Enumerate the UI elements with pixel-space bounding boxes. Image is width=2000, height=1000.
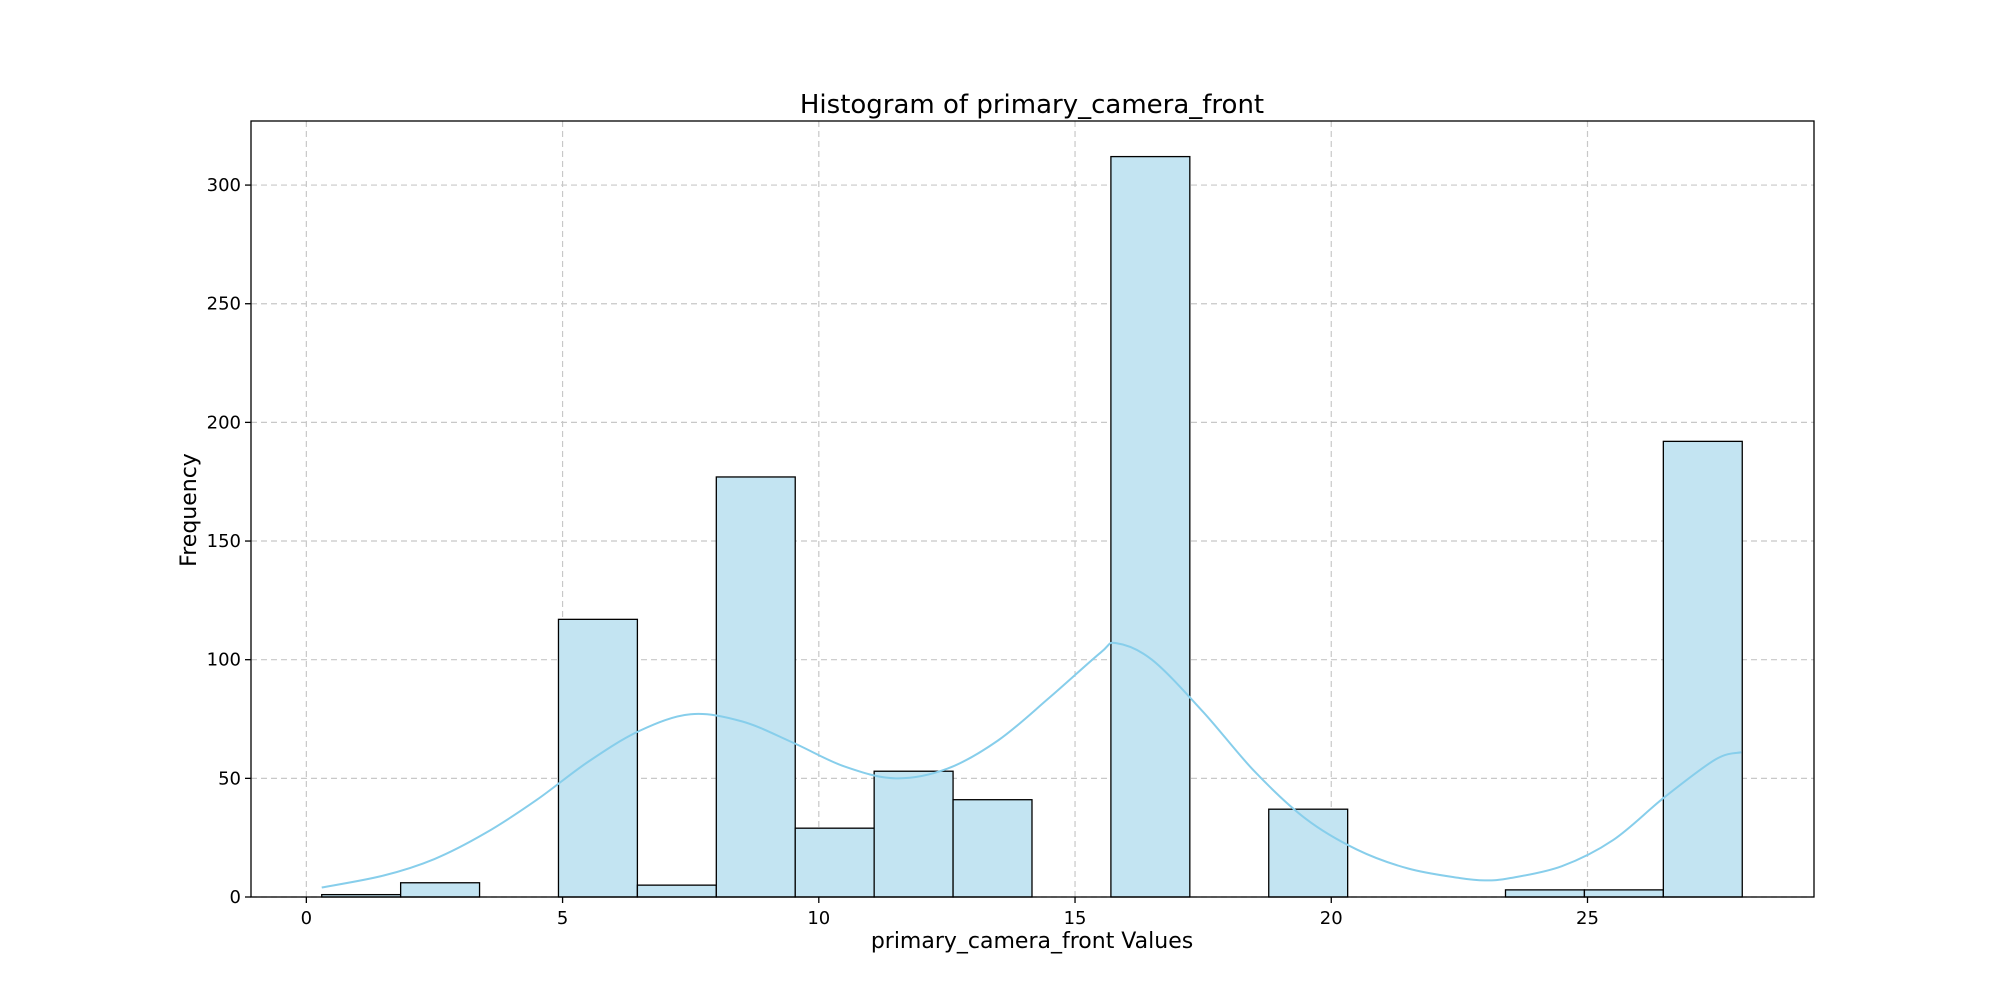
x-tick-label: 20 (1320, 908, 1343, 929)
y-tick-label: 0 (230, 887, 241, 908)
x-tick-label: 25 (1576, 908, 1599, 929)
y-tick-label: 150 (207, 531, 241, 552)
x-axis-label: primary_camera_front Values (871, 929, 1193, 954)
x-tick-label: 0 (301, 908, 312, 929)
y-axis-ticks: 0 50 100 150 200 250 300 (207, 175, 251, 908)
histogram-bar (557, 618, 639, 898)
x-tick-label: 10 (807, 908, 830, 929)
histogram-bar (952, 799, 1033, 898)
bars-layer (321, 155, 1743, 898)
kde-curve (321, 641, 1742, 889)
x-axis-ticks: 0 5 10 15 20 25 (301, 897, 1599, 929)
plot-frame (250, 120, 1815, 898)
chart-title: Histogram of primary_camera_front (800, 90, 1264, 120)
histogram-bar (1583, 889, 1664, 898)
grid-layer (251, 121, 1814, 898)
y-tick-label: 50 (218, 768, 241, 789)
y-tick-label: 100 (207, 650, 241, 671)
y-tick-label: 300 (207, 175, 241, 196)
y-tick-label: 200 (207, 412, 241, 433)
histogram-bar (399, 882, 481, 898)
kde-layer (321, 641, 1742, 889)
histogram-bar (873, 770, 954, 898)
histogram-bar (1110, 155, 1191, 898)
histogram-bar (1268, 808, 1349, 898)
x-tick-label: 15 (1064, 908, 1087, 929)
histogram-bar (715, 476, 796, 898)
x-tick-label: 5 (557, 908, 568, 929)
y-tick-label: 250 (207, 294, 241, 315)
histogram-bar (636, 884, 717, 898)
histogram-bar (794, 827, 875, 898)
histogram-bar (1504, 889, 1586, 898)
y-axis-label: Frequency (177, 453, 202, 567)
histogram-bar (1662, 440, 1743, 898)
